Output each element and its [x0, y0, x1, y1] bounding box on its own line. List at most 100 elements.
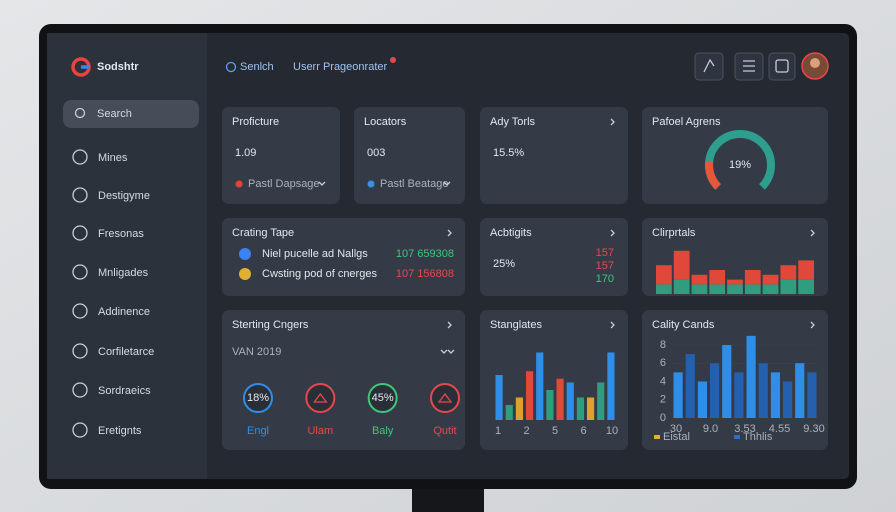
stat-value: 003 [367, 147, 385, 159]
bar-segment [709, 284, 726, 294]
x-label: 9.0 [703, 423, 718, 435]
bar [576, 397, 584, 420]
nav-icon [72, 343, 88, 359]
bar-segment [691, 274, 708, 285]
card-title: Cality Cands [652, 319, 715, 331]
nav-item[interactable]: Destigyme [98, 190, 150, 202]
side-value: 170 [596, 273, 614, 285]
bar [795, 363, 805, 418]
row-icon [239, 248, 251, 260]
x-label: 1 [495, 425, 501, 437]
card [222, 107, 340, 204]
card [222, 310, 465, 450]
bar [546, 390, 554, 420]
nav-item[interactable]: Fresonas [98, 228, 144, 240]
bar [587, 397, 595, 420]
bar [556, 378, 564, 420]
stat-note: Pastl Beatage [380, 178, 449, 190]
bar [515, 397, 523, 420]
card-arrow[interactable] [610, 229, 615, 237]
bar-segment [780, 279, 797, 294]
image-icon [775, 59, 789, 73]
bar-segment [709, 270, 726, 285]
nav-icon [72, 422, 88, 438]
y-tick-label: 0 [660, 412, 666, 424]
bar [758, 363, 768, 418]
x-label: 2 [523, 425, 529, 437]
card-title: Proficture [232, 116, 279, 128]
menu-icon [743, 60, 755, 72]
stat-value: 1.09 [235, 147, 256, 159]
top-search[interactable]: Senlch [240, 61, 274, 73]
nav-icon [72, 225, 88, 241]
side-value: 157 [596, 260, 614, 272]
ring-icon [437, 392, 453, 403]
bar [536, 352, 544, 420]
card-arrow[interactable] [610, 118, 615, 126]
search-icon [74, 107, 86, 119]
bar-segment [762, 274, 779, 285]
row-label: Niel pucelle ad Nallgs [262, 248, 368, 260]
card-title: Sterting Cngers [232, 319, 309, 331]
card [354, 107, 465, 204]
icon-button[interactable] [694, 52, 724, 81]
nav-item[interactable]: Sordraeics [98, 385, 151, 397]
bar-segment [744, 284, 761, 294]
bar-segment [798, 260, 814, 280]
row-value: 107 659308 [396, 248, 454, 260]
stat-value: 25% [493, 258, 515, 270]
card-arrow[interactable] [447, 321, 452, 329]
ring-text: 18% [247, 392, 269, 404]
stat-note: Pastl Dapsage [248, 178, 320, 190]
nav-icon [72, 187, 88, 203]
bolt-icon [703, 58, 715, 73]
gauge-value [705, 161, 722, 190]
bar [807, 372, 817, 418]
bar [597, 382, 605, 420]
card [222, 218, 465, 296]
icon-button[interactable] [768, 52, 796, 81]
nav-item[interactable]: Addinence [98, 306, 150, 318]
search-box[interactable] [63, 100, 199, 128]
bar-segment [656, 284, 672, 294]
x-label: 30 [670, 423, 682, 435]
bar-segment [744, 270, 761, 285]
card-arrow[interactable] [810, 229, 815, 237]
period: VAN 2019 [232, 346, 281, 358]
brand: Sodshtr [97, 61, 139, 73]
card-arrow[interactable] [447, 229, 452, 237]
bar [685, 354, 695, 418]
top-title: Userr Prageonrater [293, 61, 387, 73]
nav-item[interactable]: Mines [98, 152, 128, 164]
top-search-icon [225, 61, 237, 73]
ring-icon [313, 392, 328, 403]
row-icon [239, 268, 251, 280]
nav-icon [72, 264, 88, 280]
bar-segment [673, 279, 690, 294]
nav-item[interactable]: Corfiletarce [98, 346, 154, 358]
card [480, 107, 628, 204]
chevron [440, 349, 455, 354]
legend-swatch [654, 435, 660, 439]
ring-label: Ulam [307, 425, 333, 437]
card-title: Locators [364, 116, 407, 128]
bar [495, 375, 503, 420]
card-title: Clirprtals [652, 227, 696, 239]
gauge-label: 19% [729, 159, 751, 171]
row-label: Cwsting pod of cnerges [262, 268, 377, 280]
y-tick-label: 8 [660, 339, 666, 351]
nav-item[interactable]: Mnligades [98, 267, 149, 279]
bar-segment [798, 279, 814, 294]
ring [367, 383, 398, 413]
bar [770, 372, 780, 418]
card-title: Acbtigits [490, 227, 532, 239]
card-arrow[interactable] [610, 321, 615, 329]
bar [607, 352, 615, 420]
ring-label: Baly [372, 425, 394, 437]
nav-item[interactable]: Eretignts [98, 425, 142, 437]
sidebar [47, 33, 207, 479]
card-title: Ady Torls [490, 116, 536, 128]
card-arrow[interactable] [810, 321, 815, 329]
bar [734, 372, 744, 418]
